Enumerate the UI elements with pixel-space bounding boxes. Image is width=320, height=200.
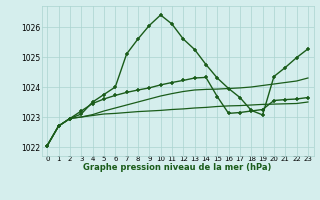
X-axis label: Graphe pression niveau de la mer (hPa): Graphe pression niveau de la mer (hPa) xyxy=(84,163,272,172)
